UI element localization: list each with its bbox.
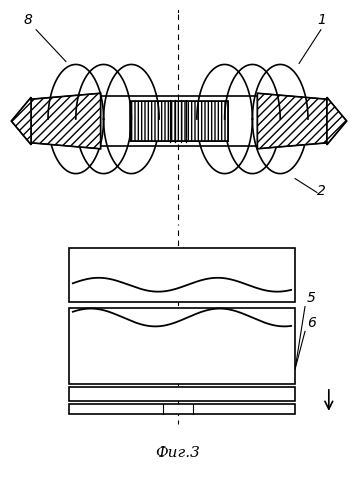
Text: 5: 5: [307, 290, 316, 304]
Polygon shape: [11, 97, 31, 145]
Text: 2: 2: [317, 184, 326, 198]
Bar: [69, 387, 295, 401]
Bar: [69, 248, 295, 302]
Text: Фиг.3: Фиг.3: [156, 446, 200, 460]
Text: 8: 8: [23, 13, 32, 27]
Polygon shape: [257, 93, 327, 149]
Bar: [69, 308, 295, 384]
Bar: [69, 404, 295, 413]
Text: 6: 6: [307, 316, 316, 330]
Text: 1: 1: [317, 13, 326, 27]
Bar: [130, 101, 227, 141]
Bar: [130, 101, 227, 141]
Polygon shape: [327, 97, 347, 145]
Polygon shape: [31, 93, 101, 149]
